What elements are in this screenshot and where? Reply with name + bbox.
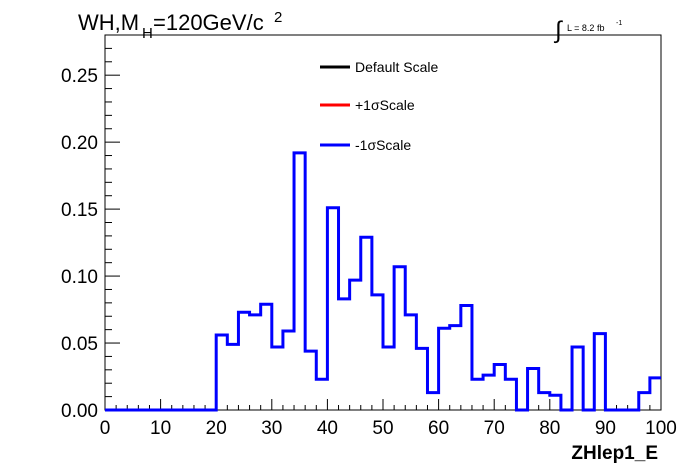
- title-main: WH,M: [78, 10, 139, 35]
- x-tick-label: 60: [428, 418, 449, 439]
- x-tick-label: 90: [595, 418, 616, 439]
- plot-frame: [104, 34, 662, 411]
- title-rest: =120GeV/c: [153, 10, 264, 35]
- y-tick-label: 0.20: [61, 133, 98, 154]
- x-tick-label: 10: [150, 418, 171, 439]
- series-line: [105, 151, 661, 412]
- legend-label-minus: -1σScale: [355, 137, 411, 153]
- y-axis: 0.00 0.05 0.10 0.15 0.20 0.25: [61, 34, 120, 422]
- legend-entry-default: Default Scale: [320, 59, 438, 75]
- legend-entry-minus: -1σScale: [320, 137, 411, 153]
- y-tick-label: 0.25: [61, 66, 98, 87]
- x-tick-label: 50: [372, 418, 393, 439]
- x-tick-label: 20: [206, 418, 227, 439]
- series-layer: [105, 151, 661, 412]
- title-superscript: 2: [274, 9, 282, 26]
- lumi-text: L = 8.2 fb: [567, 23, 604, 33]
- x-axis: 0 10 20 30 40 50 60 70 80 90 100: [100, 399, 677, 439]
- lumi-superscript: -1: [616, 20, 622, 27]
- legend-label-plus: +1σScale: [355, 97, 415, 113]
- x-tick-label: 100: [645, 418, 677, 439]
- x-axis-title: ZHlep1_E: [571, 443, 658, 464]
- x-tick-label: 0: [100, 418, 111, 439]
- x-tick-label: 40: [317, 418, 338, 439]
- y-tick-label: 0.10: [61, 267, 98, 288]
- chart-title: WH,M H =120GeV/c 2: [78, 9, 282, 42]
- lumi-label: ∫ L = 8.2 fb -1: [553, 17, 622, 44]
- legend-label-default: Default Scale: [355, 59, 438, 75]
- y-tick-label: 0.05: [61, 334, 98, 355]
- x-tick-label: 80: [539, 418, 560, 439]
- legend: Default Scale +1σScale -1σScale: [320, 59, 438, 153]
- integral-symbol: ∫: [553, 17, 563, 44]
- y-tick-label: 0.00: [61, 401, 98, 422]
- y-tick-label: 0.15: [61, 200, 98, 221]
- x-tick-label: 30: [261, 418, 282, 439]
- legend-entry-plus: +1σScale: [320, 97, 415, 113]
- title-subscript: H: [142, 25, 153, 42]
- x-tick-label: 70: [484, 418, 505, 439]
